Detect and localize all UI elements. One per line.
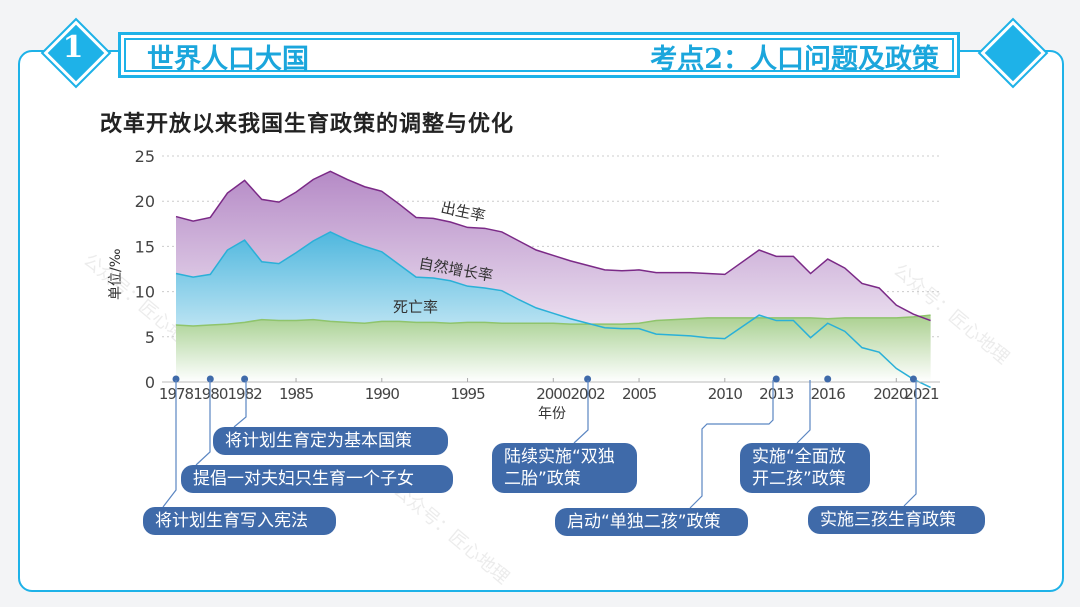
leader-line [233,380,247,428]
policy-marker [241,375,249,383]
policy-marker [206,375,214,383]
y-tick-label: 10 [135,283,155,302]
policy-marker [772,375,780,383]
chart-title: 改革开放以来我国生育政策的调整与优化 [100,112,515,137]
x-tick-label: 2005 [622,385,657,403]
y-tick-label: 20 [135,192,155,211]
y-tick-label: 25 [135,147,155,166]
section-number: 1 [62,30,84,65]
death-rate-line [175,314,931,327]
birth-rate-line [175,170,931,322]
y-tick-label: 0 [145,373,155,392]
section-title: 世界人口大国 [147,44,309,75]
natural-growth-rate-line [175,231,931,389]
topic-title: 考点2：人口问题及政策 [650,44,939,75]
x-tick-label: 2010 [708,385,743,403]
leader-line [162,380,177,508]
y-tick-label: 15 [135,237,155,256]
leader-line [195,380,211,466]
policy-annotation-2016: 实施“全面放开二孩”政策 [740,443,870,493]
y-tick-label: 5 [145,328,155,347]
policy-marker [909,375,917,383]
x-tick-label: 1982 [228,385,263,403]
policy-annotation-2013: 启动“单独二孩”政策 [555,508,748,536]
leader-line [573,380,589,444]
policy-marker [172,375,180,383]
leader-line [796,380,811,444]
policy-marker [584,375,592,383]
death-rate-area [176,315,931,382]
x-tick-label: 1978 [159,385,194,403]
policy-annotation-1978: 将计划生育写入宪法 [143,507,336,535]
policy-annotation-2021: 实施三孩生育政策 [808,506,985,534]
x-tick-label: 1990 [365,385,400,403]
leader-line [903,380,917,507]
x-tick-label: 1985 [279,385,314,403]
policy-annotation-2002: 陆续实施“双独二胎”政策 [492,443,637,493]
x-tick-label: 1980 [193,385,228,403]
y-axis-label: 单位/‰ [108,248,124,300]
policy-marker [824,375,832,383]
policy-annotation-1982: 将计划生育定为基本国策 [213,427,448,455]
leader-line [689,380,774,509]
policy-annotation-1980: 提倡一对夫妇只生育一个子女 [181,465,453,493]
series-label-death: 死亡率 [393,298,438,316]
header-bar: 世界人口大国 考点2：人口问题及政策 [118,32,960,78]
x-tick-label: 2020 [873,385,908,403]
x-tick-label: 2021 [904,385,939,403]
x-tick-label: 2000 [536,385,571,403]
x-tick-label: 2016 [811,385,846,403]
x-tick-label: 2013 [759,385,794,403]
x-tick-label: 1995 [450,385,485,403]
x-axis-label: 年份 [538,406,566,422]
